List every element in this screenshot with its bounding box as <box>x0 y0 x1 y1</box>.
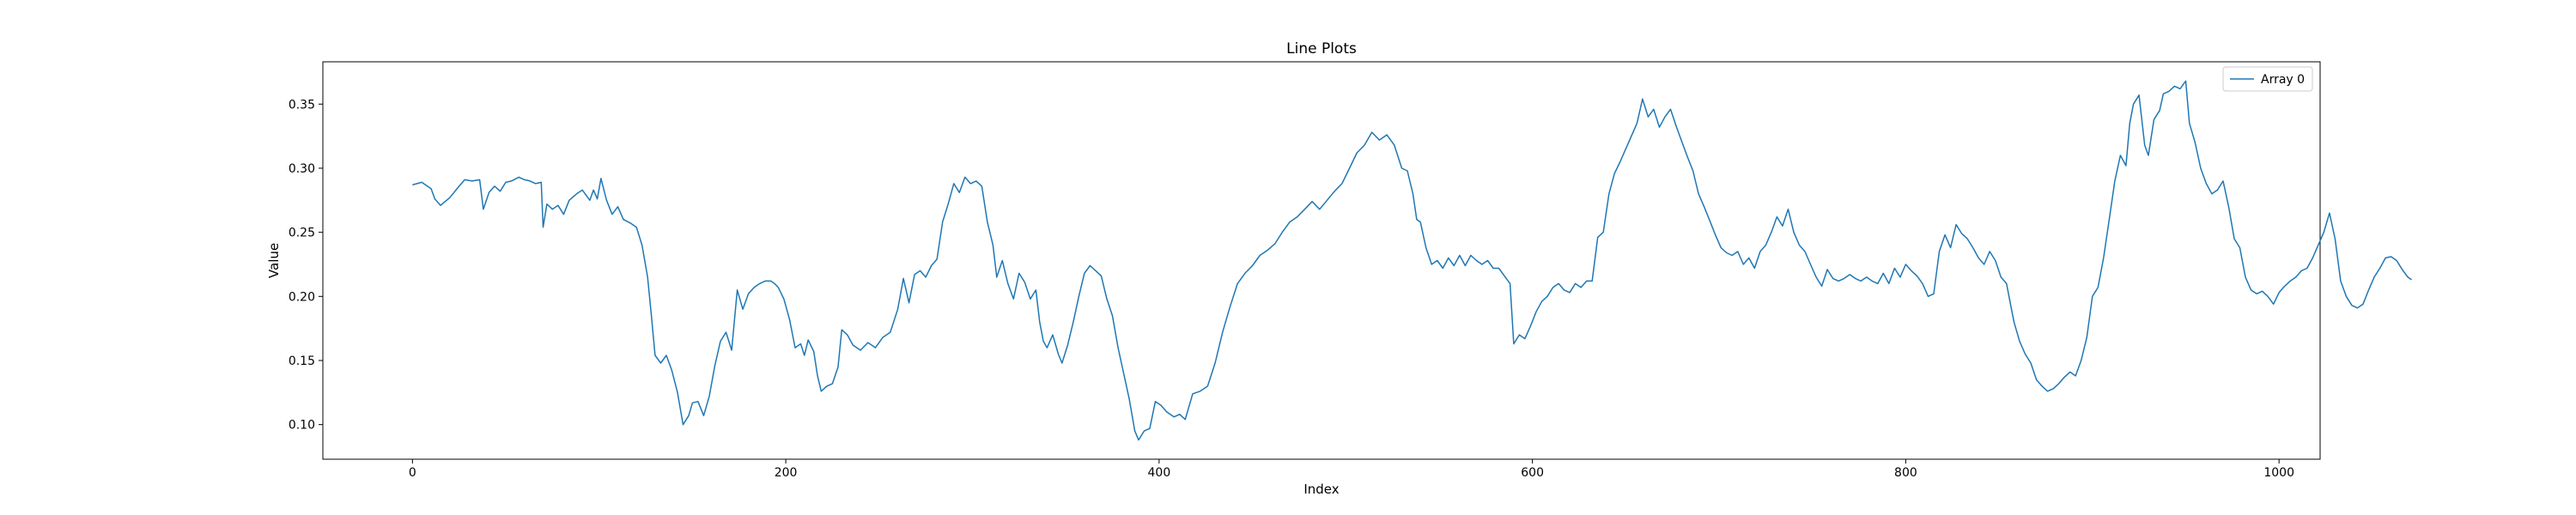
chart-title: Line Plots <box>1286 40 1357 58</box>
y-axis-ticks: 0.10 0.15 0.20 0.25 0.30 0.35 <box>289 98 323 433</box>
series-line-array-0 <box>412 80 2412 441</box>
y-tick-label: 0.15 <box>289 354 315 368</box>
plot-area: 0 200 400 600 800 1000 0.100.150.200.250.300.… <box>289 61 2412 480</box>
x-tick-label: 1000 <box>2263 466 2294 480</box>
y-tick-label: 0.35 <box>289 98 315 112</box>
legend: Array 0 <box>2222 66 2313 92</box>
x-tick-label: 200 <box>775 466 798 480</box>
x-tick-label: 400 <box>1148 466 1171 480</box>
y-axis-label: Value <box>266 243 282 278</box>
x-tick-label: 0 <box>409 466 416 480</box>
legend-label-array-0: Array 0 <box>2261 73 2305 87</box>
x-tick-label: 600 <box>1521 466 1544 480</box>
legend-box <box>2222 66 2313 92</box>
x-axis-ticks: 0 200 400 600 800 1000 <box>409 459 2294 480</box>
axes-frame <box>322 61 2321 460</box>
y-tick-label: 0.10 <box>289 419 315 433</box>
x-axis-label: Index <box>1303 482 1339 497</box>
x-tick-label: 800 <box>1894 466 1917 480</box>
y-tick-label: 0.20 <box>289 290 315 304</box>
y-tick-label: 0.25 <box>289 227 315 240</box>
y-tick-label: 0.30 <box>289 162 315 176</box>
